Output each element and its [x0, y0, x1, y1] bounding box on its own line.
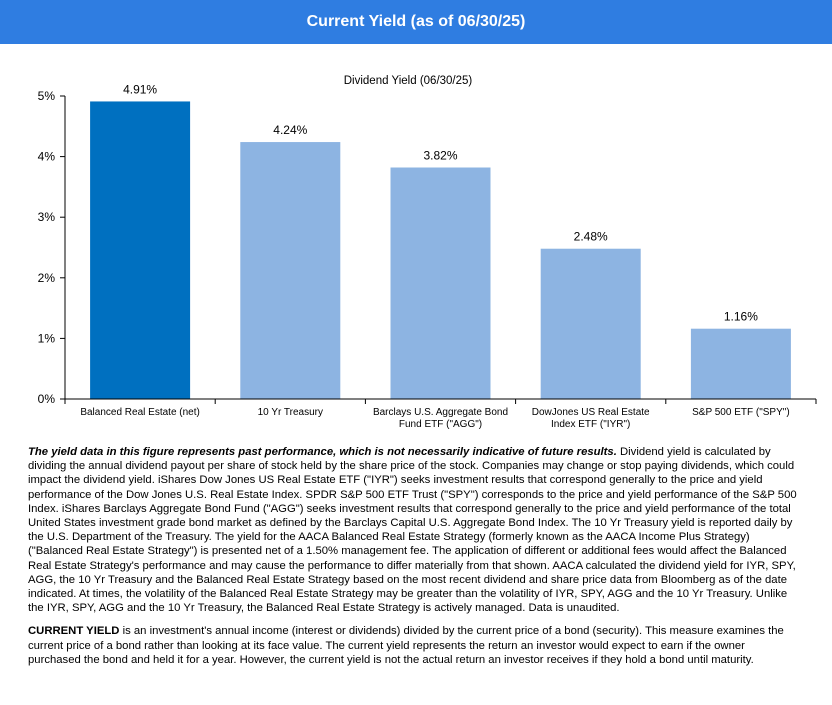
bar-value-label: 2.48% [574, 230, 608, 244]
x-category-label-line: Fund ETF ("AGG") [399, 419, 482, 430]
bar-chart-svg: Dividend Yield (06/30/25) 0% 1% 2% 3% 4% 5% 4… [38, 75, 817, 430]
y-tick-label: 0% [38, 392, 56, 406]
chart-title: Dividend Yield (06/30/25) [344, 75, 473, 87]
dividend-yield-chart: Dividend Yield (06/30/25) 0% 1% 2% 3% 4% 5% 4… [0, 44, 832, 440]
x-category-label-line: Index ETF ("IYR") [551, 419, 630, 430]
x-category-label-line: S&P 500 ETF ("SPY") [692, 407, 790, 418]
bar-value-label: 4.24% [273, 123, 307, 137]
disclaimer-body: Dividend yield is calculated by dividing… [28, 446, 797, 615]
bar-series: 4.91% 4.24% 3.82% 2.48% 1.16% [90, 82, 791, 400]
definition-term: CURRENT YIELD [28, 625, 120, 638]
x-axis: Balanced Real Estate (net) 10 Yr Treasury… [64, 398, 817, 430]
disclaimer-lead: The yield data in this figure represents… [28, 446, 617, 458]
bar [240, 142, 341, 399]
y-axis: 0% 1% 2% 3% 4% 5% [38, 89, 66, 406]
bar [90, 101, 191, 400]
bar-value-label: 3.82% [423, 149, 457, 163]
x-category-label-line: DowJones US Real Estate [532, 407, 650, 418]
x-category-label-line: Balanced Real Estate (net) [80, 407, 200, 418]
y-tick-label: 1% [38, 331, 56, 345]
definition-paragraph: CURRENT YIELD is an investment's annual … [28, 624, 798, 667]
chart-header-banner: Current Yield (as of 06/30/25) [0, 0, 832, 44]
x-category-label: 10 Yr Treasury [258, 407, 323, 418]
bar [690, 328, 791, 399]
x-category-label: S&P 500 ETF ("SPY") [692, 407, 790, 418]
y-tick-label: 3% [38, 210, 56, 224]
bar-value-label: 4.91% [123, 82, 157, 96]
x-category-label: Barclays U.S. Aggregate Bond Fund ETF ("A… [373, 407, 508, 430]
definition-body: is an investment's annual income (intere… [28, 625, 784, 666]
bar-value-label: 1.16% [724, 310, 758, 324]
y-tick-label: 5% [38, 89, 56, 103]
x-category-label-line: Barclays U.S. Aggregate Bond [373, 407, 508, 418]
header-title: Current Yield (as of 06/30/25) [306, 13, 526, 30]
x-category-label: Balanced Real Estate (net) [80, 407, 200, 418]
x-category-label-line: 10 Yr Treasury [258, 407, 323, 418]
disclaimer-paragraph: The yield data in this figure represents… [28, 445, 798, 615]
footnotes: The yield data in this figure represents… [28, 445, 798, 667]
y-tick-label: 2% [38, 271, 56, 285]
bar [540, 248, 641, 399]
y-tick-label: 4% [38, 150, 56, 164]
bar [390, 167, 491, 399]
x-category-label: DowJones US Real Estate Index ETF ("IYR") [532, 407, 650, 430]
